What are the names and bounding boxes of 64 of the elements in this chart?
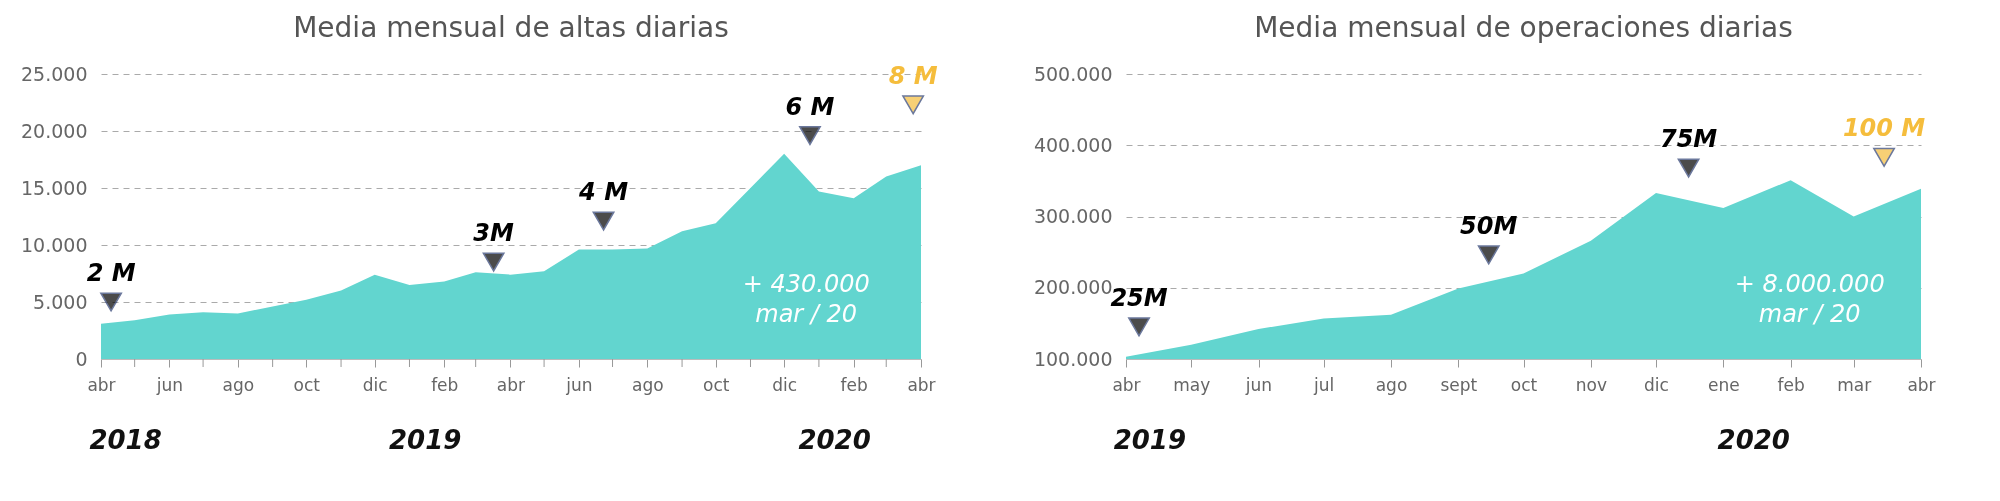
x-tick-label: ene <box>1707 374 1740 395</box>
point <box>798 125 821 146</box>
y-tick-label: 25.000 <box>21 62 88 85</box>
x-tick-label: oct <box>703 374 730 395</box>
annotation: 3M <box>473 219 515 248</box>
x-tick-label: may <box>1173 374 1211 395</box>
point <box>592 211 615 231</box>
y-tick-label: 10.000 <box>21 233 88 256</box>
x-tick-label: dic <box>362 374 388 395</box>
x-tick-label: sept <box>1440 374 1478 395</box>
annotation: 6 M <box>785 92 835 121</box>
x-tick-label: jun <box>565 374 593 395</box>
y-tick-label: 15.000 <box>21 176 88 199</box>
text: 2018 <box>89 425 162 455</box>
annotation: 100 M <box>1842 114 1926 143</box>
x-tick-label: ago <box>1375 374 1408 395</box>
y-tick-label: 400.000 <box>1033 133 1113 156</box>
x-tick-label: oct <box>293 374 321 395</box>
x-tick-label: feb <box>431 374 459 395</box>
x-tick-label: feb <box>1777 374 1805 395</box>
x-tick-label: dic <box>772 374 798 395</box>
x-tick-label: feb <box>840 374 868 395</box>
y-tick-label: 500.000 <box>1033 62 1113 85</box>
text: 2019 <box>1113 425 1187 455</box>
annotation: 25M <box>1110 283 1168 312</box>
text: 2020 <box>1717 425 1790 455</box>
x-tick-label: oct <box>1510 374 1538 395</box>
y-tick-label: 300.000 <box>1033 205 1113 227</box>
annotation: + 8.000.000 mar / 20 <box>1734 269 1885 328</box>
point <box>902 95 925 115</box>
annotation: 4 M <box>578 178 629 207</box>
text: 2020 <box>798 425 871 455</box>
annotation: 2 M <box>86 259 136 287</box>
x-tick-label: jun <box>1244 374 1273 395</box>
x-tick-label: jun <box>155 374 184 395</box>
annotation: + 430.000 mar / 20 <box>742 269 870 328</box>
point <box>1477 245 1500 265</box>
x-tick-label: mar <box>1837 374 1872 395</box>
point <box>1677 158 1700 178</box>
x-tick-label: ago <box>631 374 664 395</box>
text: 2019 <box>389 425 462 455</box>
point <box>1873 147 1896 167</box>
x-tick-label: nov <box>1575 374 1607 395</box>
y-tick-label: 5.000 <box>33 290 88 313</box>
x-tick-label: abr <box>496 374 526 395</box>
y-tick-label: 100.000 <box>1033 347 1113 370</box>
x-tick-label: abr <box>87 374 116 395</box>
x-tick-label: abr <box>1907 374 1936 395</box>
annotation: 75M <box>1659 125 1718 154</box>
x-tick-label: abr <box>1112 374 1141 395</box>
x-tick-label: jul <box>1313 374 1335 395</box>
point <box>482 252 505 272</box>
chart-title: Media mensual de operaciones diarias <box>1254 11 1793 44</box>
annotation: 50M <box>1460 211 1518 240</box>
point <box>1128 317 1151 337</box>
y-tick-label: 20.000 <box>21 119 88 142</box>
y-tick-label: 0 <box>75 347 88 370</box>
x-tick-label: ago <box>222 374 255 395</box>
y-tick-label: 200.000 <box>1033 276 1113 299</box>
point <box>100 292 123 312</box>
annotation: 8 M <box>888 61 938 90</box>
x-tick-label: abr <box>907 374 936 395</box>
chart-title: Media mensual de altas diarias <box>293 10 729 44</box>
x-tick-label: dic <box>1644 374 1669 395</box>
